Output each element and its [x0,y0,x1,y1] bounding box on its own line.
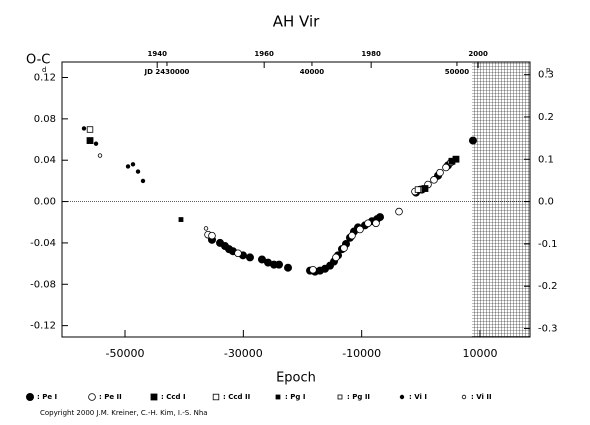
legend-marker [275,394,281,400]
data-point [275,260,284,269]
data-point [203,226,209,231]
y2-tick-label: -0.1 [538,239,558,250]
legend-label: : Pe II [99,393,122,401]
chart-title: AH Vir [273,13,320,31]
data-point [332,253,340,262]
x3-tick-label: 50000 [445,68,469,76]
data-point [364,219,372,228]
data-point [442,163,450,172]
data-point [86,126,94,133]
legend-marker [88,393,96,401]
x-axis-label: Epoch [276,371,316,386]
data-point [372,219,380,228]
data-point [414,186,422,193]
y-tick-label: 0.08 [34,114,56,125]
legend-marker [399,394,405,400]
legend-label: : Pg I [285,393,305,401]
y2-tick-label: 0.3 [538,70,554,81]
copyright: Copyright 2000 J.M. Kreiner, C.-H. Kim, … [40,409,208,417]
legend-marker [25,392,34,401]
data-point [348,231,356,240]
legend-marker [212,393,220,401]
y-tick-label: -0.12 [30,321,56,332]
x-tick-label: -30000 [224,347,263,360]
data-point [245,253,254,262]
legend-marker [461,394,467,400]
y2-tick-label: -0.3 [538,324,558,335]
data-point [97,153,103,158]
y2-tick-label: -0.2 [538,281,558,292]
data-point [452,155,460,163]
y-unit: d [42,66,46,74]
data-point [140,178,146,184]
data-point [178,217,184,222]
data-point [356,225,364,234]
x3-tick-label: 40000 [300,68,324,76]
legend-label: : Pg II [347,393,370,401]
y-tick-label: 0.12 [34,73,56,84]
shaded-region [472,62,530,337]
y2-tick-label: 0.0 [538,197,554,208]
x3-tick-label: JD 2430000 [143,68,189,76]
y-tick-label: 0.04 [34,155,56,166]
data-point [468,136,477,145]
legend-marker [337,394,343,400]
x2-tick-label: 1940 [147,50,167,58]
y2-unit: p [546,66,551,74]
data-point [81,126,87,131]
y2-tick-label: 0.2 [538,112,554,123]
data-point [234,249,242,258]
data-point [125,164,131,169]
data-point [395,207,403,216]
x2-tick-label: 1960 [254,50,274,58]
data-point [436,168,444,177]
data-point [430,176,438,184]
legend-label: : Vi I [409,393,427,401]
legend-label: : Pe I [37,393,57,401]
y-tick-label: -0.08 [30,279,56,290]
data-point [421,185,429,192]
data-point [135,169,141,174]
legend-label: : Ccd II [223,393,250,401]
y-axis-label: O-C [26,53,50,68]
data-point [93,141,99,146]
x-tick-label: -50000 [106,347,145,360]
data-point [208,231,216,240]
legend-label: : Ccd I [161,393,186,401]
plot-frame [61,61,531,338]
legend-marker [150,393,158,401]
y2-tick-label: 0.1 [538,154,554,165]
legend-label: : Vi II [471,393,492,401]
x-tick-label: 10000 [463,347,498,360]
y-tick-label: 0.00 [34,197,56,208]
x2-tick-label: 1980 [361,50,381,58]
y-tick-label: -0.04 [30,238,56,249]
data-point [376,213,385,222]
x2-tick-label: 2000 [468,50,488,58]
data-point [86,137,94,144]
data-point [309,266,317,274]
x-tick-label: -10000 [342,347,381,360]
data-point [340,244,348,252]
data-point [284,263,293,272]
data-point [130,162,136,167]
